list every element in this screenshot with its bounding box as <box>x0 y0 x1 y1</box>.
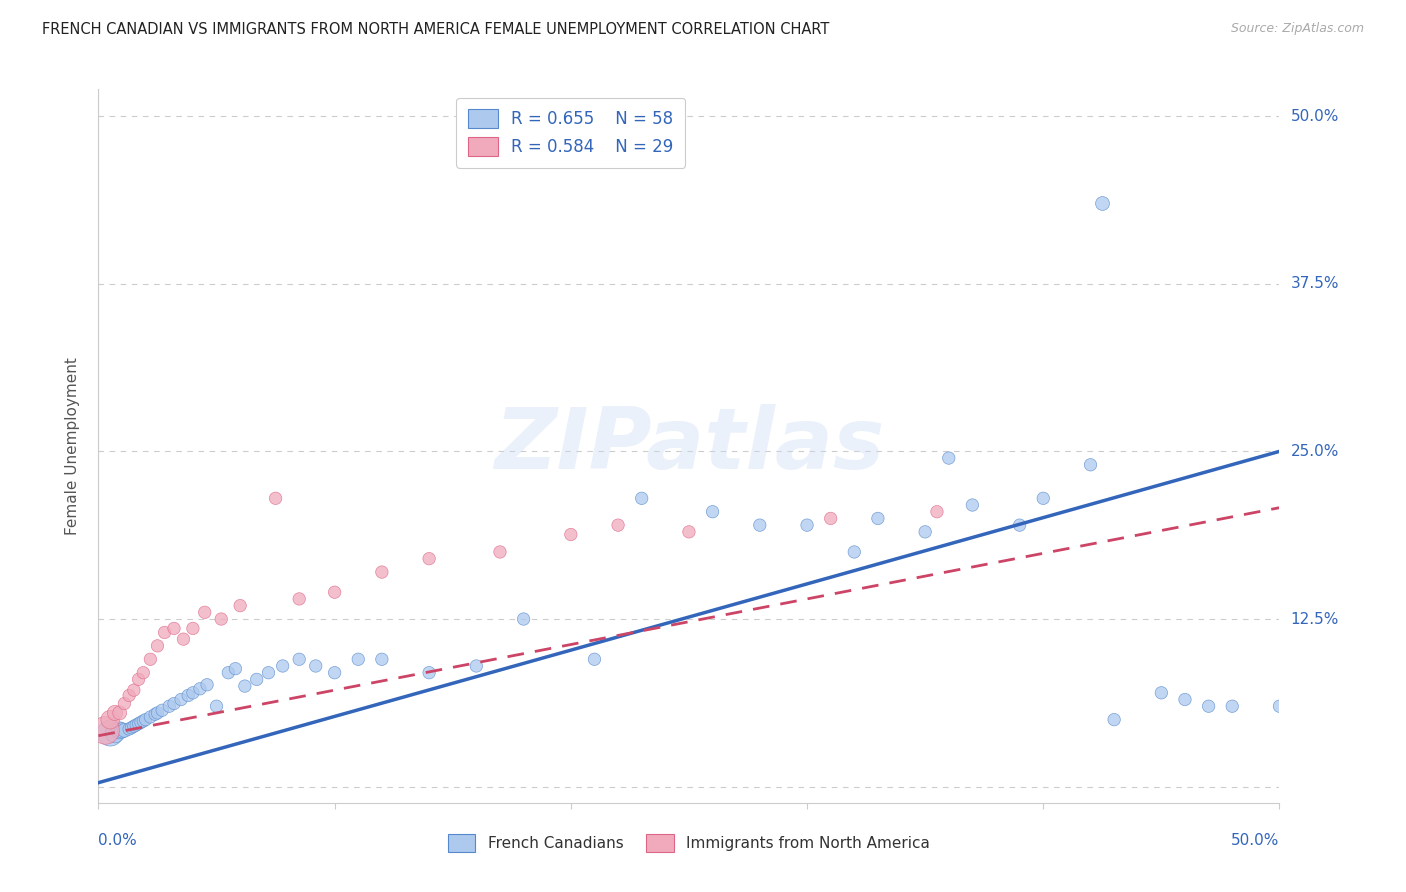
Point <box>229 599 252 613</box>
Point <box>177 689 200 703</box>
Point <box>1102 713 1125 727</box>
Point <box>194 605 217 619</box>
Point <box>489 545 512 559</box>
Point <box>217 665 239 680</box>
Point <box>246 673 269 687</box>
Point <box>181 686 204 700</box>
Point <box>122 719 145 733</box>
Point <box>914 524 936 539</box>
Point <box>371 652 394 666</box>
Text: 0.0%: 0.0% <box>98 833 138 848</box>
Point <box>962 498 984 512</box>
Point <box>163 697 186 711</box>
Point <box>104 706 127 720</box>
Text: FRENCH CANADIAN VS IMMIGRANTS FROM NORTH AMERICA FEMALE UNEMPLOYMENT CORRELATION: FRENCH CANADIAN VS IMMIGRANTS FROM NORTH… <box>42 22 830 37</box>
Point <box>1150 686 1173 700</box>
Point <box>1268 699 1291 714</box>
Text: 50.0%: 50.0% <box>1291 109 1339 123</box>
Point <box>139 710 162 724</box>
Point <box>305 659 328 673</box>
Point <box>866 511 889 525</box>
Y-axis label: Female Unemployment: Female Unemployment <box>65 357 80 535</box>
Point <box>347 652 370 666</box>
Point <box>108 706 131 720</box>
Point <box>157 699 180 714</box>
Point <box>1080 458 1102 472</box>
Legend: French Canadians, Immigrants from North America: French Canadians, Immigrants from North … <box>440 827 938 859</box>
Text: 25.0%: 25.0% <box>1291 444 1339 458</box>
Point <box>1032 491 1054 506</box>
Point <box>678 524 700 539</box>
Point <box>98 713 121 727</box>
Point <box>233 679 256 693</box>
Point <box>125 718 148 732</box>
Point <box>132 714 155 728</box>
Point <box>135 713 157 727</box>
Point <box>1091 196 1114 211</box>
Point <box>465 659 488 673</box>
Point <box>181 622 204 636</box>
Point <box>512 612 534 626</box>
Point <box>104 726 127 740</box>
Text: 37.5%: 37.5% <box>1291 277 1339 291</box>
Point <box>139 652 162 666</box>
Text: Source: ZipAtlas.com: Source: ZipAtlas.com <box>1230 22 1364 36</box>
Point <box>702 505 724 519</box>
Point <box>607 518 630 533</box>
Point <box>108 723 131 738</box>
Point <box>195 678 218 692</box>
Text: 12.5%: 12.5% <box>1291 612 1339 626</box>
Point <box>111 723 134 738</box>
Text: 50.0%: 50.0% <box>1232 833 1279 848</box>
Point <box>925 505 948 519</box>
Point <box>163 622 186 636</box>
Point <box>583 652 606 666</box>
Point <box>170 692 193 706</box>
Point <box>938 451 960 466</box>
Point <box>146 706 169 720</box>
Point <box>288 591 311 606</box>
Point <box>796 518 818 533</box>
Point <box>1220 699 1243 714</box>
Point <box>224 662 246 676</box>
Point <box>1174 692 1197 706</box>
Point <box>188 681 211 696</box>
Point <box>122 683 145 698</box>
Point <box>1008 518 1031 533</box>
Point <box>271 659 294 673</box>
Point <box>288 652 311 666</box>
Point <box>323 665 346 680</box>
Point <box>128 716 150 731</box>
Point <box>257 665 280 680</box>
Point <box>118 722 141 736</box>
Point <box>118 689 141 703</box>
Point <box>418 551 440 566</box>
Point <box>844 545 866 559</box>
Point <box>209 612 232 626</box>
Point <box>94 723 117 738</box>
Point <box>418 665 440 680</box>
Point <box>820 511 842 525</box>
Point <box>323 585 346 599</box>
Point <box>371 565 394 579</box>
Point <box>112 723 135 738</box>
Point <box>121 721 143 735</box>
Point <box>1198 699 1220 714</box>
Point <box>205 699 228 714</box>
Point <box>748 518 770 533</box>
Point <box>560 527 582 541</box>
Point <box>143 707 166 722</box>
Point <box>132 665 155 680</box>
Point <box>172 632 194 647</box>
Point <box>128 673 150 687</box>
Text: ZIPatlas: ZIPatlas <box>494 404 884 488</box>
Point <box>112 697 135 711</box>
Point <box>264 491 287 506</box>
Point <box>146 639 169 653</box>
Point <box>153 625 176 640</box>
Point <box>98 726 121 740</box>
Point <box>150 703 173 717</box>
Point <box>129 715 152 730</box>
Point <box>630 491 652 506</box>
